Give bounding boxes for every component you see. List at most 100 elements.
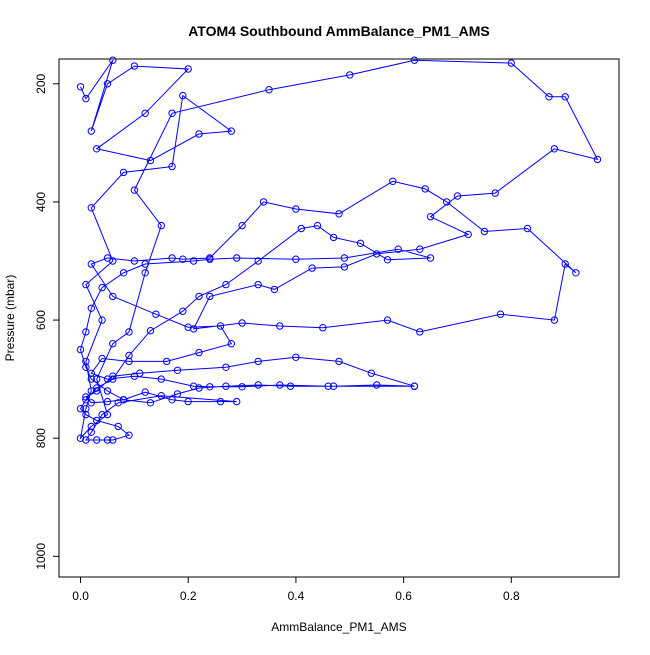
data-point bbox=[114, 422, 122, 431]
data-point bbox=[98, 354, 106, 363]
data-point bbox=[233, 254, 241, 262]
data-point bbox=[179, 91, 187, 100]
data-point bbox=[93, 384, 101, 392]
data-point bbox=[335, 357, 343, 366]
data-point bbox=[216, 322, 225, 330]
data-point bbox=[146, 156, 155, 165]
data-point bbox=[109, 436, 117, 444]
data-point bbox=[222, 363, 230, 371]
data-point bbox=[426, 213, 435, 221]
data-point bbox=[254, 280, 262, 289]
x-axis: 0.0 0.2 0.4 0.6 0.8 bbox=[72, 577, 520, 603]
data-point bbox=[346, 71, 354, 79]
data-point bbox=[82, 280, 90, 289]
data-point bbox=[93, 436, 101, 444]
data-point bbox=[179, 307, 187, 315]
data-point bbox=[238, 383, 246, 391]
data-point bbox=[383, 256, 392, 264]
data-point bbox=[426, 254, 435, 262]
data-point bbox=[184, 65, 192, 73]
data-point bbox=[168, 396, 176, 404]
data-point bbox=[141, 109, 149, 118]
data-point bbox=[103, 410, 112, 419]
data-point bbox=[491, 189, 499, 197]
data-point bbox=[184, 323, 192, 331]
data-point bbox=[103, 254, 112, 262]
data-point bbox=[82, 410, 90, 419]
data-point bbox=[195, 348, 203, 357]
data-point bbox=[480, 227, 489, 236]
data-point bbox=[125, 431, 133, 439]
data-point bbox=[82, 94, 90, 103]
data-point bbox=[308, 264, 316, 272]
data-point bbox=[103, 436, 112, 444]
x-tick-label: 0.2 bbox=[180, 589, 197, 603]
data-point bbox=[109, 340, 117, 348]
data-point bbox=[410, 56, 419, 64]
data-point bbox=[87, 260, 96, 268]
data-point bbox=[572, 269, 580, 277]
data-point bbox=[168, 162, 176, 171]
data-point bbox=[206, 383, 214, 391]
data-point bbox=[93, 375, 101, 383]
data-point bbox=[238, 319, 246, 327]
data-point bbox=[76, 83, 85, 91]
data-point bbox=[141, 260, 149, 268]
data-point bbox=[173, 366, 182, 374]
data-point bbox=[82, 393, 90, 401]
data-point bbox=[292, 255, 300, 263]
data-point bbox=[87, 127, 96, 135]
data-point bbox=[195, 130, 203, 138]
data-point bbox=[367, 369, 375, 377]
data-point bbox=[389, 177, 397, 186]
data-point bbox=[103, 387, 112, 395]
data-point bbox=[93, 387, 101, 395]
data-point bbox=[125, 351, 133, 360]
data-point bbox=[82, 396, 90, 404]
y-tick-label: 1000 bbox=[34, 543, 48, 570]
data-point bbox=[416, 328, 424, 336]
y-axis: 200 400 600 800 1000 bbox=[34, 73, 59, 570]
data-point bbox=[114, 399, 122, 407]
data-point bbox=[259, 198, 268, 206]
data-point bbox=[125, 357, 133, 366]
data-point bbox=[265, 86, 273, 94]
data-point bbox=[163, 357, 171, 366]
data-point bbox=[119, 396, 128, 404]
data-point bbox=[125, 328, 133, 336]
data-point bbox=[141, 269, 149, 277]
data-point bbox=[292, 353, 300, 361]
data-point bbox=[286, 382, 295, 390]
data-point bbox=[561, 93, 569, 101]
data-point bbox=[443, 198, 451, 206]
data-layer bbox=[76, 56, 602, 444]
data-point bbox=[254, 257, 262, 265]
data-point bbox=[227, 127, 236, 135]
data-point bbox=[329, 233, 338, 242]
data-point bbox=[136, 369, 144, 377]
data-point bbox=[356, 239, 365, 248]
data-point bbox=[276, 381, 284, 389]
data-point bbox=[233, 397, 241, 406]
data-point bbox=[222, 382, 230, 390]
data-point bbox=[130, 372, 139, 380]
data-point bbox=[550, 316, 559, 324]
data-point bbox=[157, 392, 166, 400]
data-point bbox=[184, 397, 192, 406]
data-point bbox=[157, 221, 166, 230]
data-point bbox=[76, 405, 85, 413]
y-tick-label: 200 bbox=[34, 73, 48, 93]
data-point bbox=[141, 388, 149, 396]
data-point bbox=[93, 145, 101, 153]
data-point bbox=[383, 316, 392, 324]
data-point bbox=[87, 304, 96, 312]
data-point bbox=[421, 185, 429, 193]
data-point bbox=[87, 399, 96, 407]
y-tick-label: 600 bbox=[34, 310, 48, 330]
x-tick-label: 0.4 bbox=[288, 589, 305, 603]
data-point bbox=[373, 250, 381, 258]
data-point bbox=[561, 260, 569, 268]
data-point bbox=[76, 345, 85, 354]
data-point bbox=[109, 372, 117, 380]
